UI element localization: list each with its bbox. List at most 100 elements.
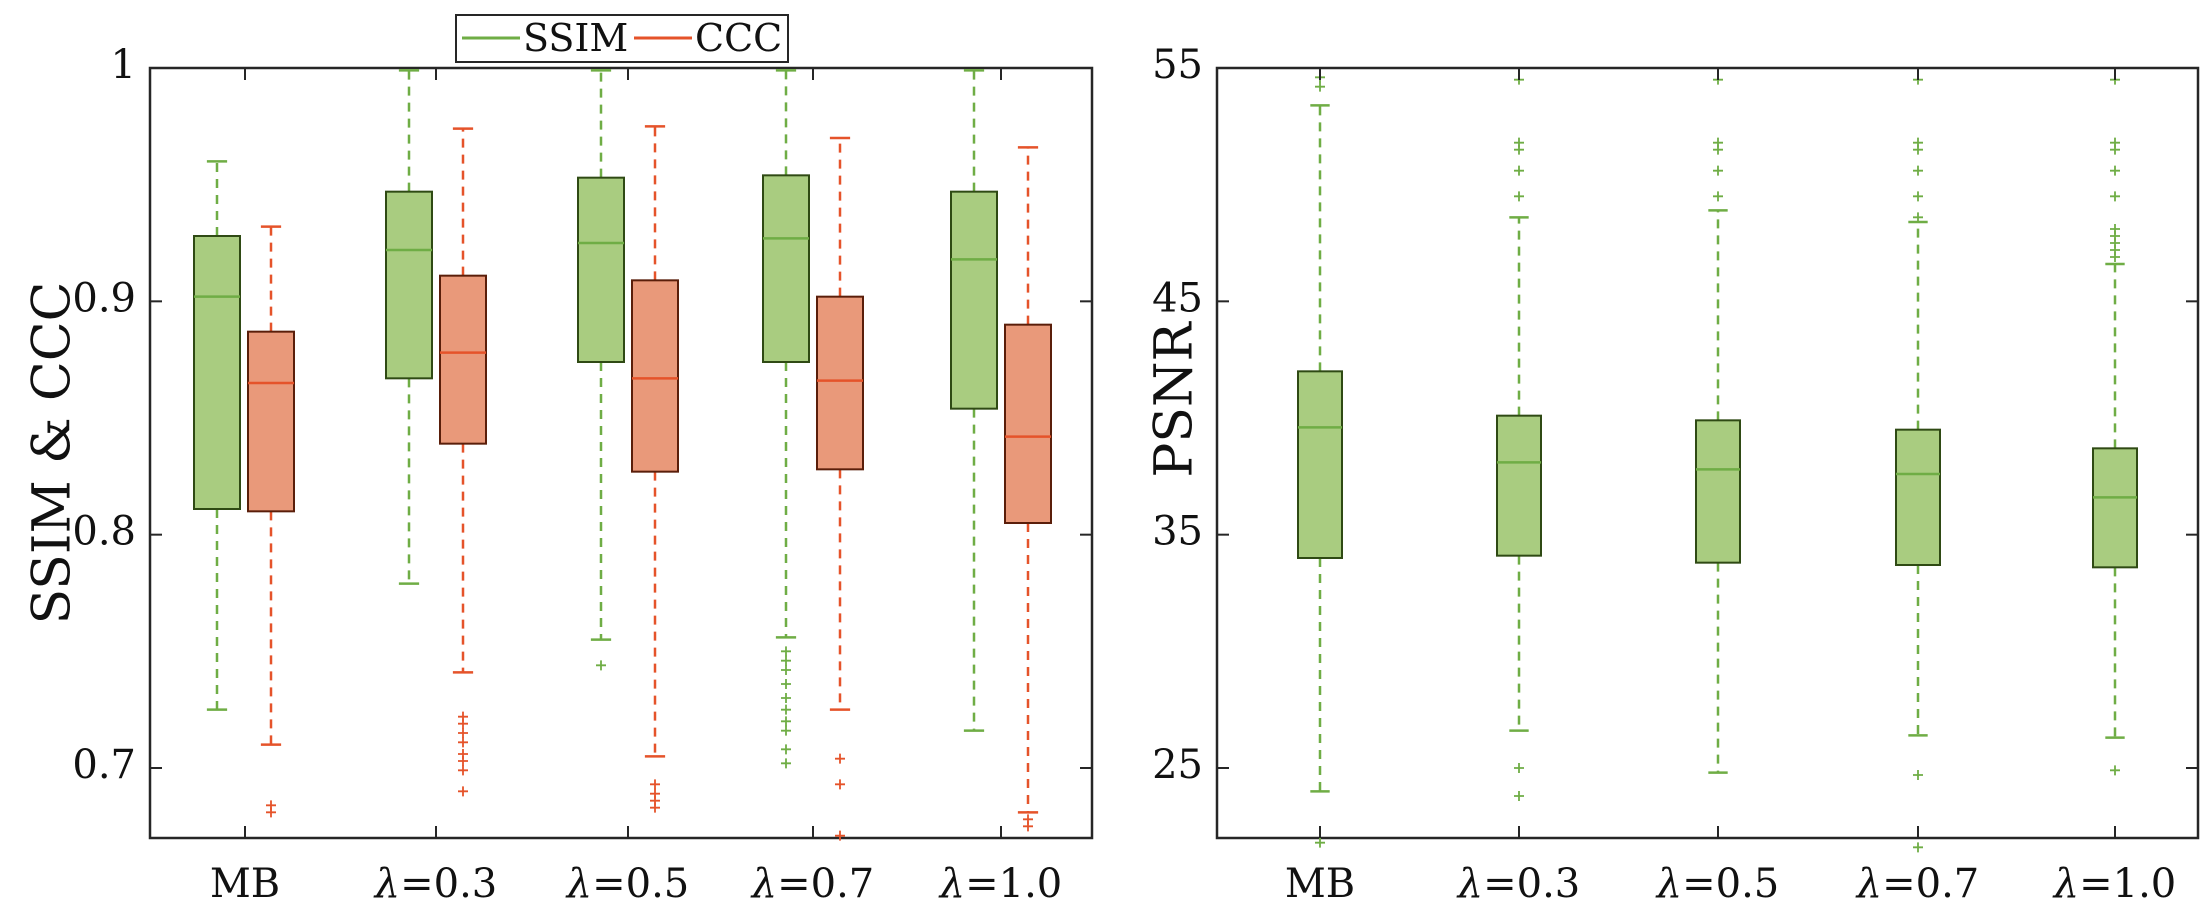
left-outlier-ssim	[781, 744, 791, 755]
left-outlier-ccc	[266, 807, 276, 818]
left-outlier-ssim	[781, 665, 791, 675]
right-outlier-psnr	[2110, 144, 2120, 155]
left-boxplot-marks	[193, 69, 1052, 841]
left-y-ticks: 0.7 0.8 0.9 1	[72, 42, 1092, 788]
right-xtick-label-value: MB	[1285, 861, 1355, 907]
left-box-ccc	[1004, 146, 1052, 832]
right-iqr-box-psnr	[1496, 414, 1542, 557]
legend: SSIM CCC	[455, 14, 789, 63]
left-chart-panel: 0.70.80.91 MB λ=0.3 λ=0.5 λ=0.7 λ=1.0 SSIM &…	[23, 14, 1094, 907]
left-xtick-label: λ=0.7	[750, 861, 875, 907]
right-outlier-psnr	[1913, 165, 1923, 176]
right-xtick-label: MB	[1285, 861, 1355, 907]
left-outlier-ssim	[781, 716, 791, 727]
left-outlier-ssim	[781, 704, 791, 715]
right-xtick-label-value: =0.7	[1882, 861, 1979, 907]
left-iqr-box-ssim	[193, 235, 241, 510]
right-ytick-label: 35	[1152, 509, 1203, 555]
right-y-axis-label: PSNR	[1145, 321, 1205, 478]
left-outlier-ssim	[781, 693, 791, 703]
right-box-psnr	[1695, 74, 1741, 774]
left-xtick-label-value: =1.0	[965, 861, 1062, 907]
left-outlier-ccc	[835, 753, 845, 764]
left-iqr-box-ccc	[816, 295, 864, 471]
left-xtick-label: λ=0.3	[373, 861, 498, 907]
right-ytick-label: 25	[1152, 742, 1203, 788]
right-outlier-psnr	[1913, 191, 1923, 202]
right-outlier-psnr	[1514, 165, 1524, 176]
left-outlier-ccc	[458, 756, 468, 766]
right-outlier-psnr	[2110, 252, 2120, 262]
left-box-ssim	[950, 69, 998, 732]
left-box-ccc	[631, 125, 679, 813]
left-xtick-label-symbol: λ	[750, 861, 777, 907]
right-xtick-label-value: =0.3	[1483, 861, 1580, 907]
left-xtick-label-value: =0.5	[592, 861, 689, 907]
left-outlier-ccc	[1023, 821, 1033, 832]
right-outlier-psnr	[2110, 165, 2120, 176]
right-outlier-psnr	[1913, 144, 1923, 155]
right-outlier-psnr	[1713, 191, 1723, 202]
left-iqr-box-ssim	[950, 190, 998, 410]
right-iqr-box-psnr	[1695, 419, 1741, 564]
right-outlier-psnr	[1514, 763, 1524, 773]
right-ytick-label: 55	[1152, 42, 1203, 88]
right-outlier-psnr	[1315, 837, 1325, 848]
left-box-ssim	[385, 69, 433, 585]
right-xtick-label: λ=0.3	[1456, 861, 1581, 907]
right-xtick-label-symbol: λ	[1855, 861, 1882, 907]
left-y-axis-label: SSIM & CCC	[23, 282, 83, 625]
left-box-ssim	[762, 69, 810, 769]
left-outlier-ccc	[458, 728, 468, 738]
right-xtick-label-value: =0.5	[1682, 861, 1779, 907]
left-xtick-label-symbol: λ	[565, 861, 592, 907]
left-xtick-label-value: =0.7	[777, 861, 874, 907]
right-xtick-label: λ=0.5	[1655, 861, 1780, 907]
left-outlier-ccc	[458, 765, 468, 776]
left-outlier-ccc	[458, 718, 468, 729]
right-outlier-psnr	[1315, 81, 1325, 92]
left-outlier-ccc	[835, 779, 845, 790]
left-outlier-ccc	[458, 737, 468, 748]
left-box-ccc	[247, 225, 295, 818]
right-outlier-psnr	[2110, 765, 2120, 776]
right-y-ticks: 25 35 45 55	[1152, 42, 2198, 788]
right-xtick-label-symbol: λ	[1655, 861, 1682, 907]
left-xtick-label: MB	[210, 861, 280, 907]
right-x-ticks: MB λ=0.3 λ=0.5 λ=0.7 λ=1.0	[1285, 68, 2176, 907]
left-outlier-ccc	[835, 830, 845, 841]
right-box-psnr	[1297, 72, 1343, 848]
right-box-psnr	[1496, 74, 1542, 801]
left-iqr-box-ssim	[385, 190, 433, 380]
left-outlier-ssim	[596, 660, 606, 671]
left-outlier-ssim	[781, 679, 791, 689]
left-xtick-label: λ=0.5	[565, 861, 690, 907]
right-xtick-label-value: =1.0	[2079, 861, 2176, 907]
left-iqr-box-ccc	[247, 330, 295, 513]
left-xtick-label-symbol: λ	[373, 861, 400, 907]
left-xtick-label: λ=1.0	[938, 861, 1063, 907]
left-ytick-label: 1	[111, 42, 136, 88]
left-ytick-label: 0.7	[72, 742, 136, 788]
right-outlier-psnr	[1514, 191, 1524, 202]
left-outlier-ccc	[650, 779, 660, 790]
right-iqr-box-psnr	[1895, 428, 1941, 566]
left-x-ticks: MB λ=0.3 λ=0.5 λ=0.7 λ=1.0	[210, 68, 1062, 907]
right-outlier-psnr	[1913, 212, 1923, 223]
right-outlier-psnr	[1913, 842, 1923, 853]
left-outlier-ssim	[781, 725, 791, 736]
left-outlier-ssim	[781, 655, 791, 666]
left-outlier-ccc	[650, 802, 660, 813]
left-iqr-box-ssim	[577, 176, 625, 363]
right-outlier-psnr	[1514, 144, 1524, 155]
right-box-psnr	[1895, 74, 1941, 853]
right-xtick-label: λ=0.7	[1855, 861, 1980, 907]
right-xtick-label-symbol: λ	[2052, 861, 2079, 907]
right-xtick-label-symbol: λ	[1456, 861, 1483, 907]
left-outlier-ssim	[781, 646, 791, 657]
right-outlier-psnr	[2110, 191, 2120, 202]
left-xtick-label-value: MB	[210, 861, 280, 907]
left-outlier-ccc	[458, 786, 468, 797]
right-xtick-label: λ=1.0	[2052, 861, 2177, 907]
